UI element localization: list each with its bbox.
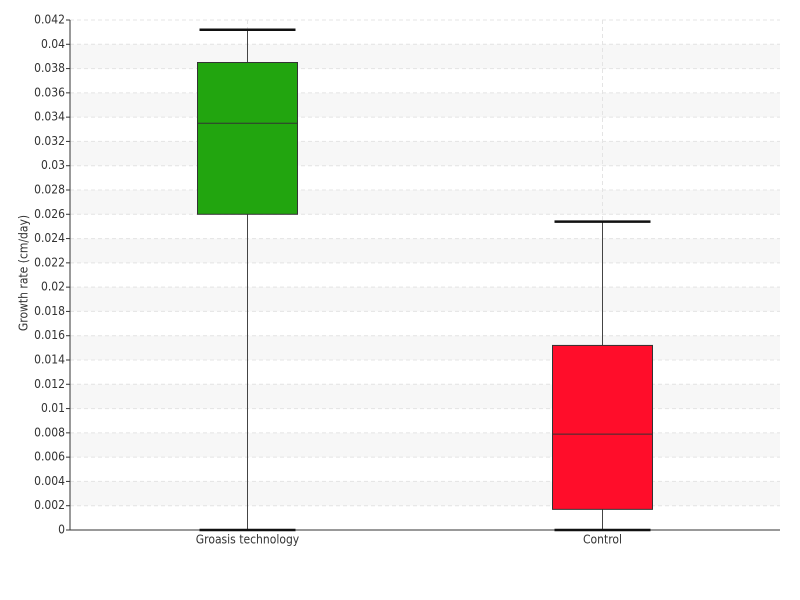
- grid-band: [70, 432, 780, 458]
- y-tick-label: 0.036: [34, 85, 65, 99]
- y-tick-label: 0.02: [41, 280, 65, 294]
- y-tick-label: 0.038: [34, 61, 65, 75]
- grid-band: [70, 44, 780, 69]
- y-tick-label: 0.042: [34, 13, 65, 27]
- grid-band: [70, 92, 780, 118]
- grid-band: [70, 384, 780, 409]
- y-tick-label: 0.024: [34, 231, 65, 245]
- y-tick-label: 0.008: [34, 425, 65, 439]
- grid-band: [70, 238, 780, 263]
- y-axis-label: Growth rate (cm/day): [17, 215, 31, 331]
- y-tick-label: 0.032: [34, 134, 65, 148]
- y-tick-label: 0.006: [34, 450, 65, 464]
- y-tick-label: 0.014: [34, 353, 65, 367]
- y-tick-label: 0.018: [34, 304, 65, 318]
- y-tick-label: 0.016: [34, 328, 65, 342]
- x-tick-label: Groasis technology: [196, 533, 300, 547]
- y-tick-label: 0.04: [41, 37, 65, 51]
- x-tick-label: Control: [583, 533, 622, 547]
- y-tick-label: 0.012: [34, 377, 65, 391]
- box: [197, 62, 298, 215]
- box: [552, 344, 653, 510]
- y-tick-label: 0.01: [41, 401, 65, 415]
- grid-band: [70, 141, 780, 166]
- y-tick-label: 0.03: [41, 158, 65, 172]
- y-tick-label: 0.034: [34, 110, 65, 124]
- y-tick-label: 0.026: [34, 207, 65, 221]
- grid-band: [70, 190, 780, 215]
- y-tick-label: 0: [58, 523, 65, 537]
- grid-band: [70, 335, 780, 360]
- y-tick-label: 0.028: [34, 183, 65, 197]
- y-tick-label: 0.022: [34, 255, 65, 269]
- grid-band: [70, 287, 780, 312]
- grid-band: [70, 481, 780, 506]
- y-tick-label: 0.004: [34, 474, 65, 488]
- y-tick-label: 0.002: [34, 498, 65, 512]
